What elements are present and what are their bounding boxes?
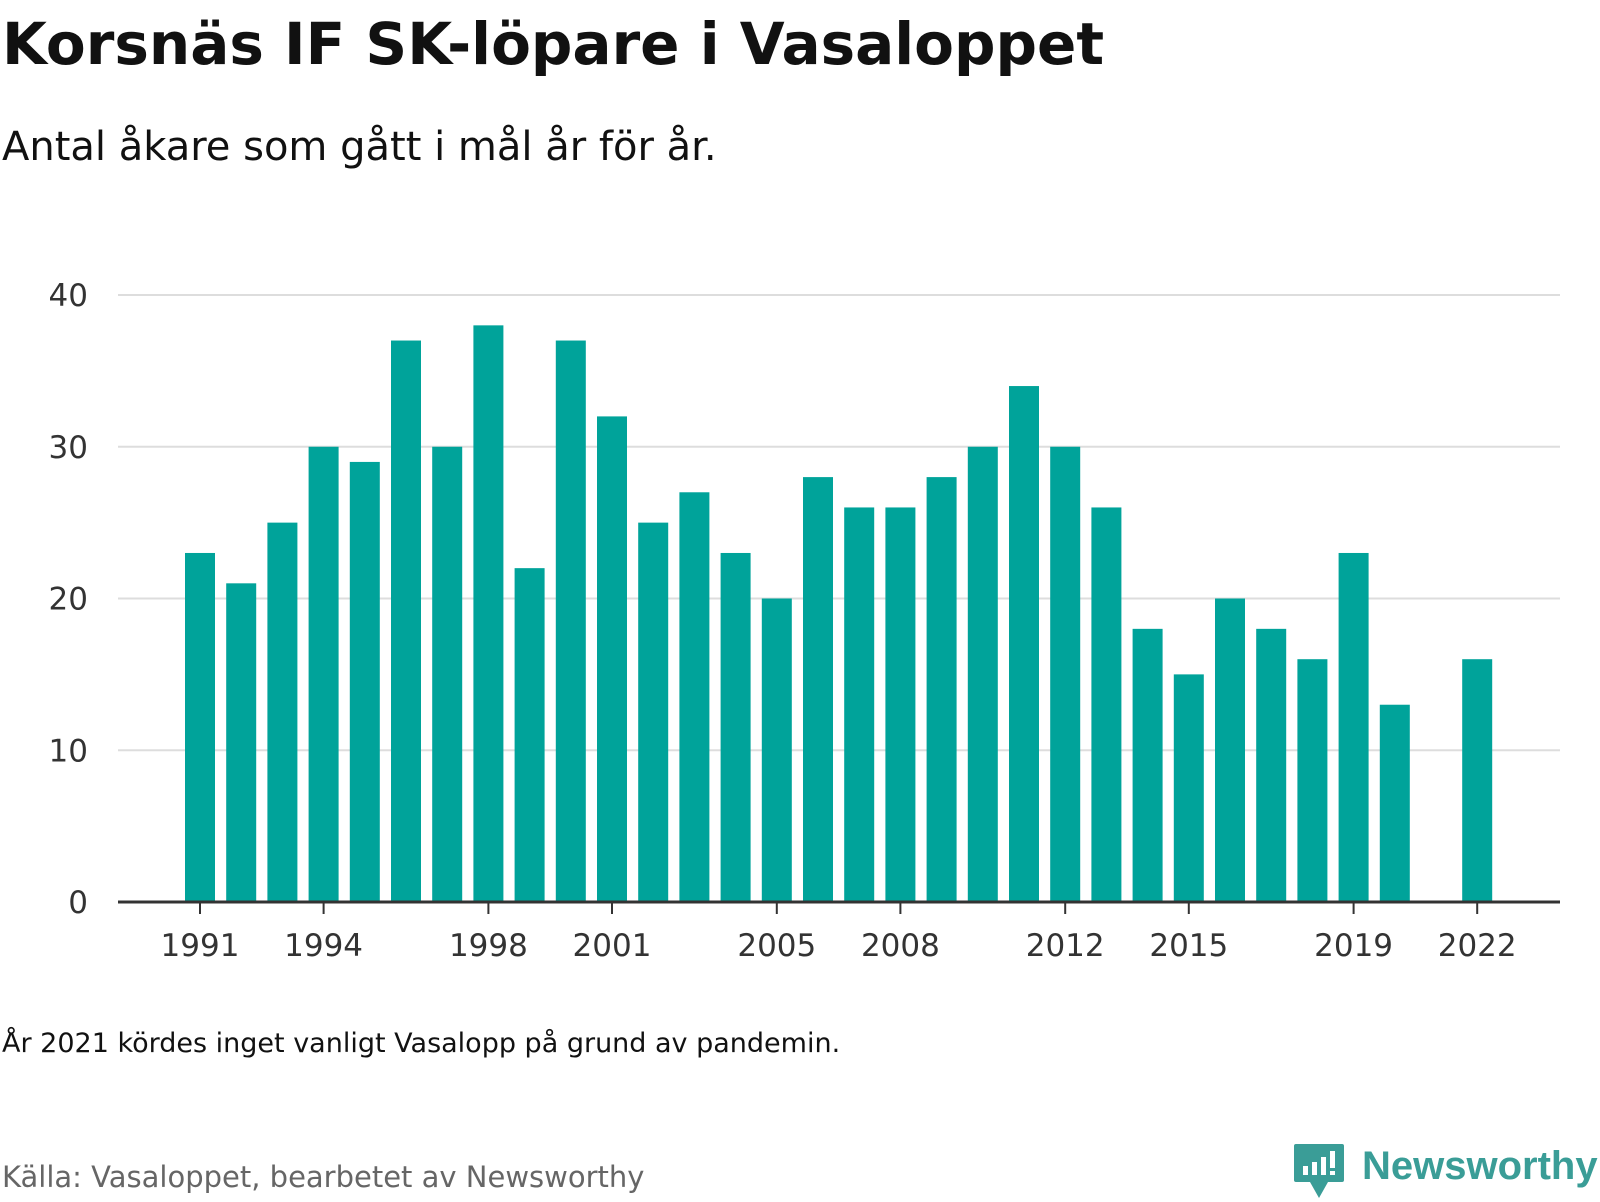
bar-2001	[597, 416, 627, 902]
x-tick-label: 1994	[284, 928, 363, 964]
bar-2015	[1173, 674, 1204, 902]
bar-2018	[1297, 659, 1328, 902]
bar-2011	[1009, 386, 1039, 902]
chart-note: År 2021 kördes inget vanligt Vasalopp på…	[2, 1028, 841, 1059]
bar-2014	[1132, 628, 1163, 902]
bar-2012	[1050, 446, 1081, 902]
bar-2020	[1379, 704, 1410, 902]
bar-2008	[885, 507, 916, 902]
bar-2005	[761, 598, 792, 902]
x-tick-label: 2005	[737, 928, 816, 964]
bar-chart: 0 10 20 30 40 1991 1994 1998 2001 2005 2008 2012 20…	[49, 278, 1560, 964]
bar-2000	[555, 340, 586, 902]
x-tick-label: 1991	[161, 928, 240, 964]
bar-2013	[1091, 507, 1122, 902]
bar-2017	[1256, 628, 1287, 902]
x-tick-label: 1998	[449, 928, 528, 964]
bar-1994	[308, 446, 339, 902]
bar-2007	[844, 507, 875, 902]
y-tick-label: 0	[68, 885, 88, 921]
y-tick-label: 30	[49, 430, 88, 466]
x-tick-label: 2012	[1026, 928, 1105, 964]
y-tick-labels: 0 10 20 30 40	[49, 278, 88, 921]
bar-1995	[349, 461, 380, 902]
bar-1992	[226, 583, 257, 902]
bar-1997	[432, 446, 463, 902]
x-tick-label: 2022	[1438, 928, 1517, 964]
chart-subtitle: Antal åkare som gått i mål år för år.	[2, 124, 717, 170]
y-tick-label: 20	[49, 582, 88, 618]
y-tick-label: 10	[49, 733, 88, 769]
bar-2022	[1462, 659, 1493, 902]
x-tick-label: 2015	[1149, 928, 1228, 964]
chart-title: Korsnäs IF SK-löpare i Vasaloppet	[2, 10, 1105, 78]
x-tick-label: 2001	[573, 928, 652, 964]
x-tick-label: 2008	[861, 928, 940, 964]
brand-name: Newsworthy	[1362, 1144, 1598, 1188]
newsworthy-logo-icon	[1294, 1144, 1344, 1198]
x-tick-labels: 1991 1994 1998 2001 2005 2008 2012 2015 2019 2022	[161, 928, 1517, 964]
source-credit: Källa: Vasaloppet, bearbetet av Newswort…	[2, 1160, 645, 1194]
bar-2010	[967, 446, 998, 902]
bar-2002	[638, 522, 669, 902]
newsworthy-logo: Newsworthy	[1292, 1142, 1598, 1202]
bar-2009	[926, 477, 957, 902]
bars	[185, 325, 1493, 903]
bar-1999	[514, 568, 545, 902]
bar-1996	[391, 340, 421, 902]
bar-2006	[803, 477, 833, 902]
bar-1998	[473, 325, 504, 903]
bar-2004	[720, 552, 751, 902]
bar-2016	[1215, 598, 1245, 902]
bar-1991	[185, 552, 215, 902]
bar-1993	[267, 522, 298, 902]
x-axis	[118, 900, 1560, 914]
x-tick-label: 2019	[1314, 928, 1393, 964]
bar-2019	[1338, 552, 1369, 902]
y-tick-label: 40	[49, 278, 88, 314]
bar-2003	[679, 492, 710, 902]
